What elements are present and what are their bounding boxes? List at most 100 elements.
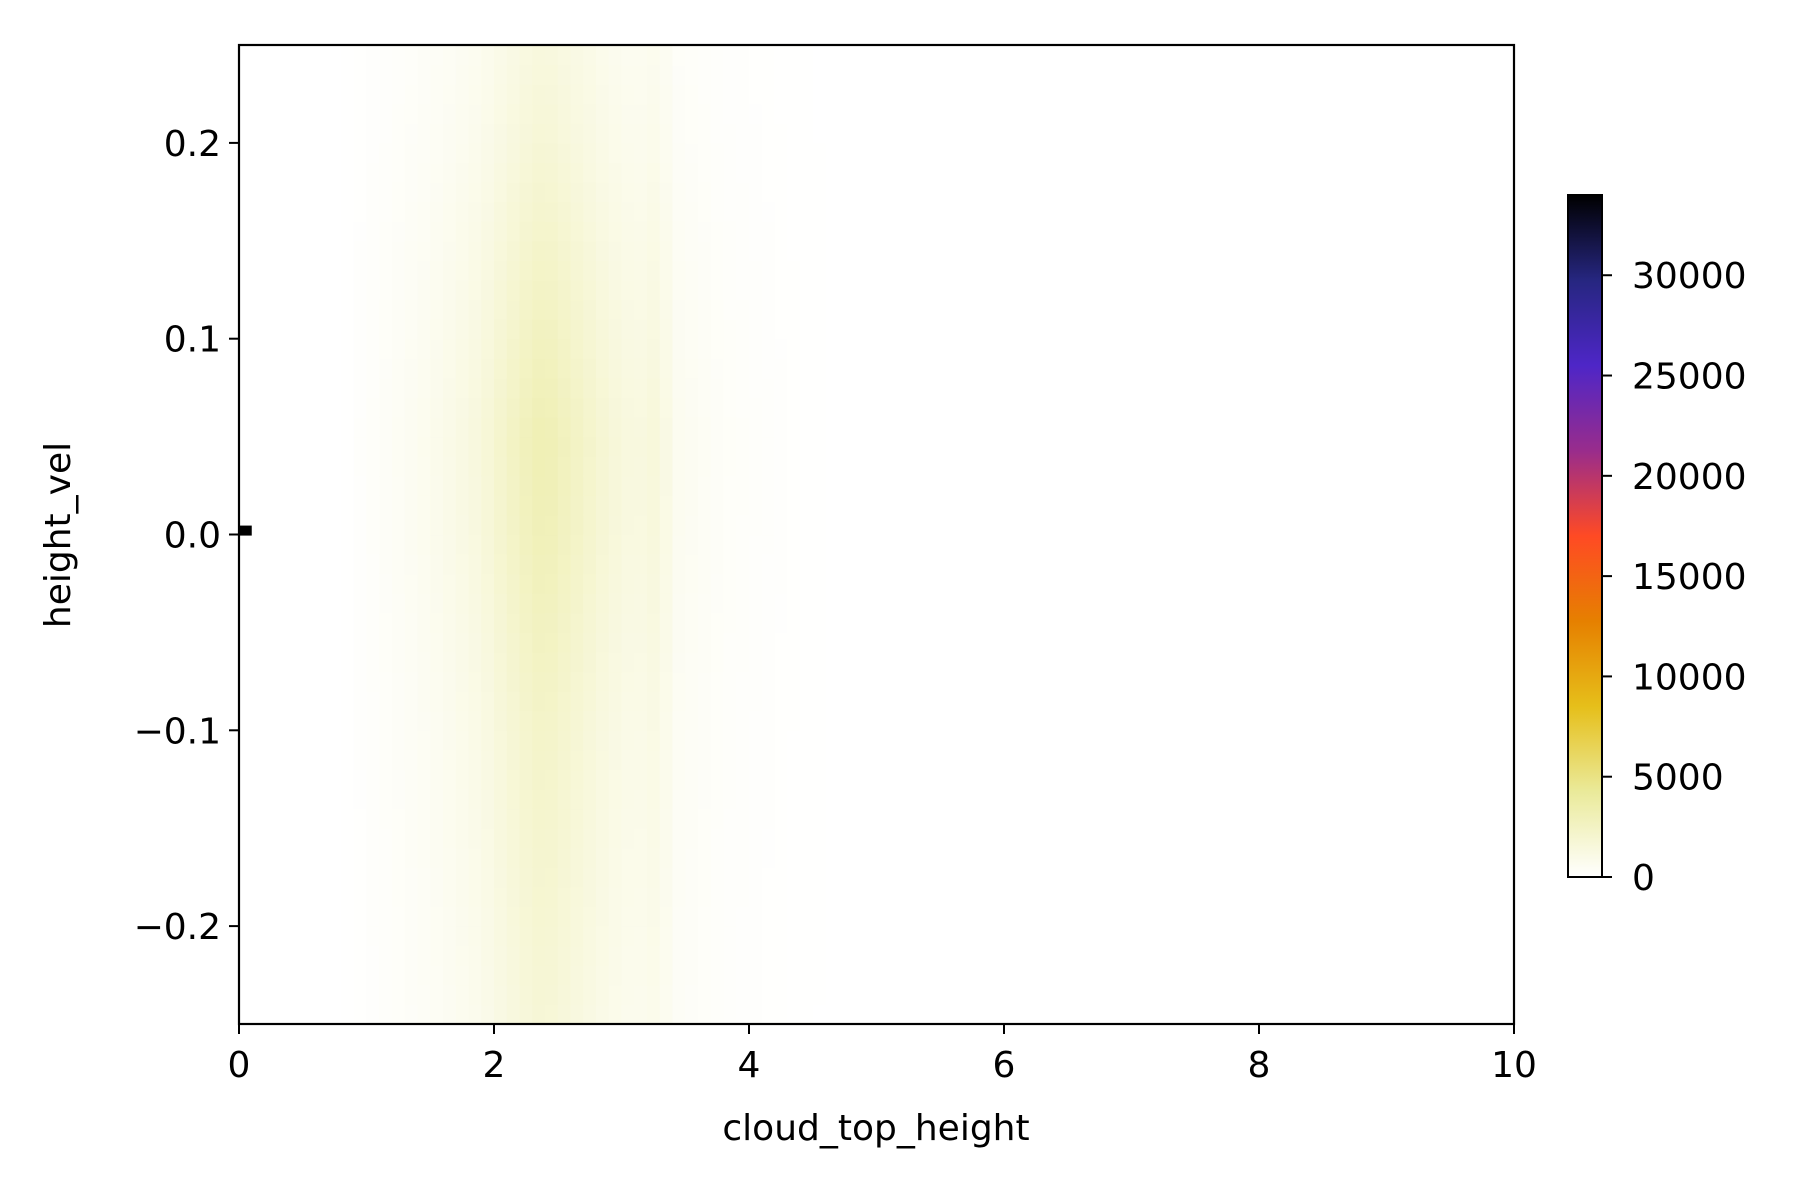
heatmap-cell (825, 554, 839, 575)
heatmap-cell (659, 612, 674, 633)
heatmap-cell (800, 514, 814, 536)
heatmap-cell (749, 64, 763, 85)
heatmap-cell (583, 710, 597, 731)
heatmap-cell (672, 789, 686, 810)
heatmap-cell (761, 182, 776, 203)
heatmap-cell (698, 554, 712, 575)
heatmap-cell (698, 514, 712, 536)
heatmap-cell (417, 84, 431, 105)
heatmap-cell (417, 573, 431, 594)
heatmap-cell (685, 103, 699, 124)
heatmap-cell (825, 710, 839, 731)
heatmap-cell (481, 886, 495, 908)
heatmap-cell (647, 162, 661, 183)
heatmap-cell (774, 417, 788, 438)
heatmap-cell (353, 749, 368, 771)
heatmap-cell (494, 299, 508, 320)
heatmap-cell (341, 847, 355, 868)
heatmap-cell (787, 710, 801, 731)
heatmap-cell (532, 906, 546, 927)
heatmap-cell (481, 377, 495, 399)
heatmap-cell (341, 926, 355, 947)
heatmap-cell (608, 64, 623, 85)
heatmap-cell (787, 377, 801, 399)
heatmap-cell (570, 84, 584, 105)
heatmap-cell (430, 514, 444, 536)
heatmap-cell (468, 436, 482, 457)
heatmap-cell (710, 632, 725, 653)
heatmap-cell (787, 534, 801, 555)
heatmap-cell (812, 554, 827, 575)
heatmap-cell (659, 1004, 674, 1024)
heatmap-cell (749, 730, 763, 751)
heatmap-cell (723, 828, 737, 849)
heatmap-cell (710, 338, 725, 359)
heatmap-cell (672, 612, 686, 633)
heatmap-cell (392, 573, 406, 594)
heatmap-cell (647, 182, 661, 203)
heatmap-cell (800, 730, 814, 751)
heatmap-cell (812, 319, 827, 340)
heatmap-cell (506, 710, 521, 731)
heatmap-cell (659, 260, 674, 281)
heatmap-cell (341, 103, 355, 124)
heatmap-cell (404, 358, 419, 379)
heatmap-cell (736, 123, 750, 144)
heatmap-cell (812, 123, 827, 144)
heatmap-cell (417, 554, 431, 575)
heatmap-cell (583, 671, 597, 692)
heatmap-cell (443, 886, 457, 908)
heatmap-cell (710, 436, 725, 457)
heatmap-cell (749, 534, 763, 555)
heatmap-cell (392, 358, 406, 379)
heatmap-cell (519, 436, 533, 457)
heatmap-cell (481, 906, 495, 927)
heatmap-cell (570, 417, 584, 438)
heatmap-cell (506, 847, 521, 868)
heatmap-cell (710, 84, 725, 105)
heatmap-cell (647, 221, 661, 242)
heatmap-cell (468, 45, 482, 66)
heatmap-cell (532, 475, 546, 496)
heatmap-cell (634, 201, 648, 222)
heatmap-cell (825, 260, 839, 281)
colorbar-tick-label: 10000 (1632, 657, 1747, 698)
heatmap-cell (455, 926, 470, 947)
heatmap-cell (825, 691, 839, 712)
heatmap-cell (647, 64, 661, 85)
heatmap-cell (774, 123, 788, 144)
heatmap-cell (774, 182, 788, 203)
heatmap-cell (494, 965, 508, 986)
heatmap-cell (761, 554, 776, 575)
heatmap-cell (685, 965, 699, 986)
heatmap-cell (494, 651, 508, 673)
heatmap-cell (417, 436, 431, 457)
colorbar-tick-label: 30000 (1632, 256, 1747, 297)
heatmap-cell (698, 1004, 712, 1024)
heatmap-cell (749, 260, 763, 281)
heatmap-cell (685, 475, 699, 496)
heatmap-cell (443, 84, 457, 105)
x-tick-label: 8 (1248, 1045, 1271, 1086)
heatmap-cell (800, 221, 814, 242)
heatmap-cell (812, 397, 827, 418)
heatmap-cell (647, 514, 661, 536)
heatmap-cell (634, 691, 648, 712)
heatmap-cell (532, 789, 546, 810)
heatmap-cell (557, 749, 572, 771)
heatmap-cell (430, 260, 444, 281)
heatmap-cell (557, 514, 572, 536)
heatmap-cell (761, 260, 776, 281)
heatmap-cell (634, 984, 648, 1006)
heatmap-cell (659, 691, 674, 712)
heatmap-cell (353, 984, 368, 1006)
heatmap-cell (392, 182, 406, 203)
heatmap-cell (825, 279, 839, 301)
heatmap-cell (481, 710, 495, 731)
heatmap-cell (404, 847, 419, 868)
heatmap-cell (761, 436, 776, 457)
heatmap-cell (736, 789, 750, 810)
heatmap-cell (430, 1004, 444, 1024)
heatmap-cell (736, 514, 750, 536)
heatmap-cell (341, 279, 355, 301)
